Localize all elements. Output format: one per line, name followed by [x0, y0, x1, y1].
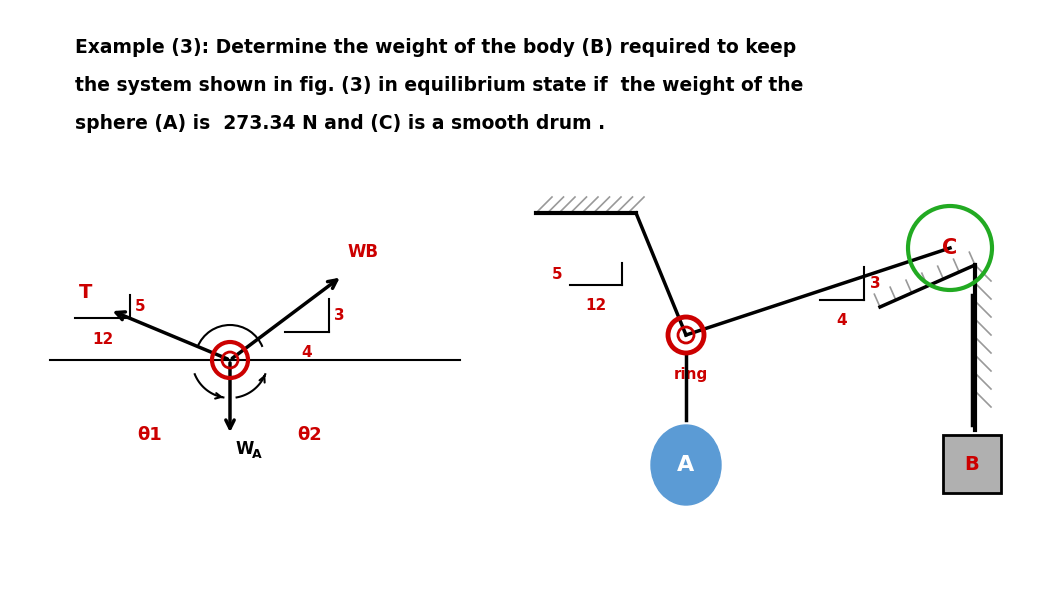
- Text: θ2: θ2: [298, 426, 322, 444]
- Text: Example (3): Determine the weight of the body (B) required to keep: Example (3): Determine the weight of the…: [75, 38, 796, 57]
- Text: 4: 4: [301, 345, 312, 360]
- Text: 4: 4: [837, 313, 848, 328]
- Bar: [943, 435, 1001, 493]
- Text: 12: 12: [586, 298, 607, 313]
- Text: θ1: θ1: [137, 426, 163, 444]
- Text: W: W: [235, 440, 254, 458]
- Text: sphere (A) is  273.34 N and (C) is a smooth drum .: sphere (A) is 273.34 N and (C) is a smoo…: [75, 114, 605, 133]
- Text: the system shown in fig. (3) in equilibrium state if  the weight of the: the system shown in fig. (3) in equilibr…: [75, 76, 803, 95]
- Text: B: B: [965, 454, 980, 474]
- Text: T: T: [78, 283, 92, 302]
- Text: 3: 3: [334, 308, 345, 323]
- Text: ring: ring: [674, 367, 708, 382]
- Text: 5: 5: [552, 267, 562, 282]
- Text: C: C: [943, 238, 958, 258]
- Text: 3: 3: [870, 276, 880, 291]
- Text: A: A: [252, 448, 262, 461]
- Text: A: A: [678, 455, 694, 475]
- Text: 12: 12: [92, 332, 113, 347]
- Text: WB: WB: [347, 243, 378, 261]
- Ellipse shape: [651, 425, 721, 505]
- Text: 5: 5: [135, 299, 146, 314]
